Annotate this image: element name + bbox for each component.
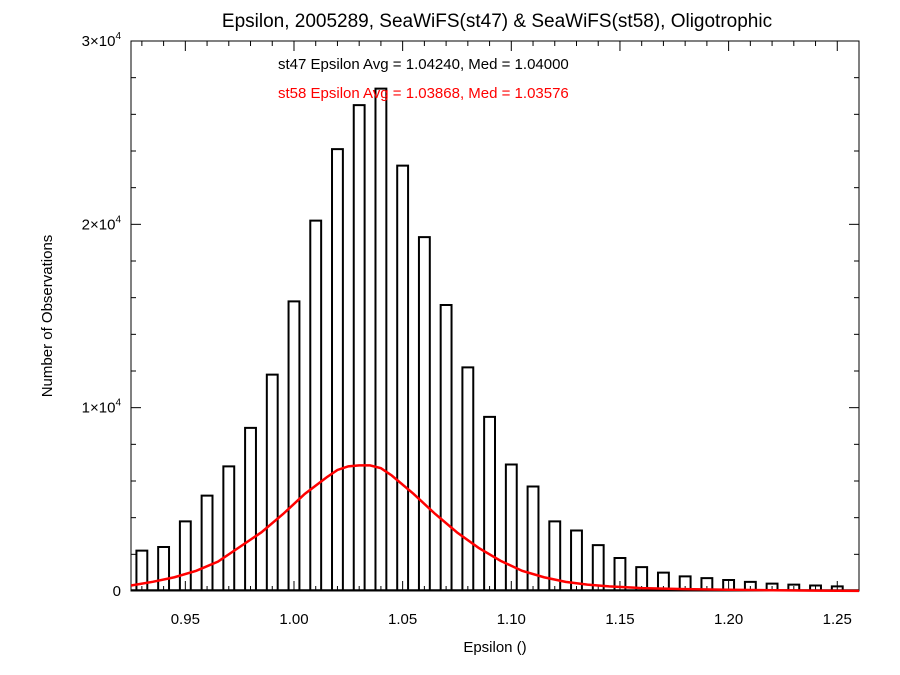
histogram-bar — [178, 520, 192, 591]
y-tick-label: 1×104 — [82, 398, 122, 417]
histogram-bar — [722, 579, 736, 591]
histogram-bar — [548, 520, 562, 591]
x-tick-label: 1.10 — [497, 611, 526, 628]
histogram-bar — [591, 544, 605, 591]
y-axis-label: Number of Observations — [39, 235, 56, 398]
histogram-bar — [613, 557, 627, 591]
histogram-bar — [331, 148, 344, 591]
histogram-bar — [244, 426, 257, 591]
x-tick-label: 0.95 — [171, 611, 200, 628]
histogram-bar — [135, 549, 149, 591]
x-tick-label: 1.05 — [388, 611, 417, 628]
histogram-bar — [222, 465, 236, 591]
histogram-bar — [287, 300, 301, 591]
histogram-bar — [396, 164, 410, 591]
histogram-bar — [526, 485, 540, 591]
y-tick-label: 0 — [113, 583, 121, 600]
histogram-bar — [439, 304, 453, 591]
histogram-bar — [830, 585, 844, 591]
histogram-bar — [265, 373, 279, 591]
x-axis-label: Epsilon () — [463, 639, 526, 656]
histogram-bar — [678, 575, 692, 591]
tick-labels: 0.95 1.00 1.05 1.10 1.15 1.20 1.25 0 1×104 2×104 3… — [82, 31, 852, 628]
histogram-bar — [374, 87, 388, 591]
x-tick-label: 1.20 — [714, 611, 743, 628]
x-tick-label: 1.25 — [823, 611, 852, 628]
x-tick-label: 1.15 — [605, 611, 634, 628]
histogram-bar — [309, 219, 323, 591]
histogram-bar — [809, 584, 822, 591]
histogram-bar — [417, 236, 431, 591]
annotation-st58: st58 Epsilon Avg = 1.03868, Med = 1.0357… — [278, 85, 569, 102]
histogram-bar — [570, 529, 583, 591]
y-tick-label: 2×104 — [82, 214, 122, 233]
histogram-bar — [461, 366, 475, 591]
histogram-st47 — [131, 87, 859, 591]
histogram-bar — [635, 566, 649, 591]
line-st58 — [130, 464, 860, 593]
histogram-bar — [157, 546, 171, 591]
chart-title: Epsilon, 2005289, SeaWiFS(st47) & SeaWiF… — [222, 11, 772, 32]
histogram-bar — [787, 583, 801, 591]
histogram-bar — [656, 571, 670, 591]
histogram-bar — [504, 463, 518, 591]
histogram-bar — [700, 577, 714, 591]
histogram-bar — [765, 582, 779, 591]
x-tick-label: 1.00 — [279, 611, 308, 628]
histogram-bar — [743, 580, 757, 591]
histogram-bar — [200, 494, 214, 591]
histogram-bar — [483, 415, 496, 591]
histogram-bar — [352, 104, 366, 591]
annotation-st47: st47 Epsilon Avg = 1.04240, Med = 1.0400… — [278, 56, 569, 73]
y-tick-label: 3×104 — [82, 31, 122, 50]
